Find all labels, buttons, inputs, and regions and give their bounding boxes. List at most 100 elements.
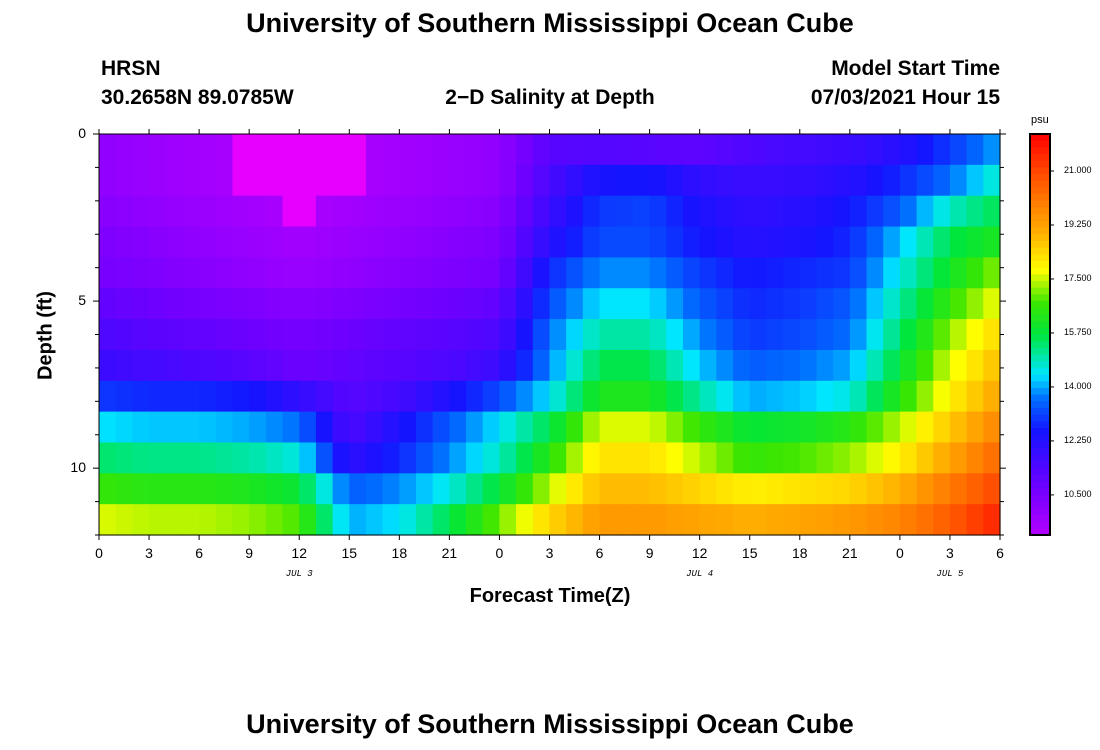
heatmap-cell — [282, 411, 300, 444]
heatmap-cell — [315, 411, 334, 444]
heatmap-cell — [432, 195, 450, 228]
heatmap-cell — [616, 226, 634, 258]
heatmap-cell — [115, 442, 133, 474]
heatmap-cell — [449, 411, 467, 444]
heatmap-cell — [799, 349, 818, 382]
heatmap-cell — [549, 226, 567, 258]
heatmap-cell — [899, 473, 918, 505]
heatmap-cell — [816, 319, 834, 351]
heatmap-cell — [799, 319, 818, 351]
heatmap-cell — [382, 134, 400, 166]
heatmap-cell — [816, 134, 834, 166]
heatmap-cell — [232, 226, 250, 258]
heatmap-cell — [983, 319, 1001, 351]
heatmap-cell — [199, 349, 217, 382]
heatmap-cell — [315, 319, 334, 351]
heatmap-cell — [666, 473, 684, 505]
heatmap-cell — [349, 380, 367, 413]
heatmap-cell — [916, 319, 934, 351]
heatmap-cell — [599, 380, 617, 413]
heatmap-cell — [866, 195, 884, 228]
heatmap-cell — [649, 349, 667, 382]
heatmap-cell — [816, 226, 834, 258]
heatmap-cell — [365, 349, 384, 382]
heatmap-cell — [449, 134, 467, 166]
heatmap-cell — [482, 504, 501, 536]
heatmap-cell — [799, 164, 818, 197]
heatmap-cell — [299, 380, 317, 413]
heatmap-cell — [949, 473, 968, 505]
heatmap-cell — [349, 226, 367, 258]
heatmap-cell — [332, 319, 350, 351]
colorbar-tick-label: 12.250 — [1064, 434, 1092, 445]
heatmap-cell — [766, 164, 784, 197]
heatmap-cell — [449, 288, 467, 320]
colorbar-swatch — [1030, 488, 1050, 496]
heatmap-cell — [532, 411, 551, 444]
heatmap-cell — [232, 164, 250, 197]
heatmap-cell — [132, 380, 150, 413]
heatmap-cell — [582, 349, 601, 382]
heatmap-cell — [916, 226, 934, 258]
colorbar-swatch — [1030, 227, 1050, 235]
heatmap-cell — [199, 164, 217, 197]
heatmap-cell — [983, 349, 1001, 382]
heatmap-cell — [716, 473, 734, 505]
heatmap-cell — [299, 134, 317, 166]
heatmap-cell — [899, 380, 918, 413]
heatmap-cell — [549, 349, 567, 382]
heatmap-cell — [416, 257, 434, 289]
colorbar-swatch — [1030, 374, 1050, 382]
heatmap-cell — [215, 257, 234, 289]
heatmap-cell — [299, 349, 317, 382]
heatmap-cell — [482, 411, 501, 444]
x-tick-label: 0 — [495, 545, 504, 561]
heatmap-cell — [282, 473, 300, 505]
heatmap-cell — [99, 226, 117, 258]
heatmap-cell — [783, 380, 801, 413]
heatmap-cell — [666, 504, 684, 536]
heatmap-cell — [833, 442, 851, 474]
heatmap-cell — [165, 195, 184, 228]
heatmap-cell — [99, 380, 117, 413]
heatmap-cell — [682, 380, 701, 413]
heatmap-cell — [432, 380, 450, 413]
heatmap-cell — [365, 473, 384, 505]
heatmap-cell — [332, 226, 350, 258]
heatmap-cell — [449, 442, 467, 474]
heatmap-cell — [449, 473, 467, 505]
heatmap-cell — [849, 226, 868, 258]
heatmap-cell — [799, 380, 818, 413]
heatmap-cell — [916, 380, 934, 413]
heatmap-cell — [265, 134, 284, 166]
heatmap-cell — [582, 226, 601, 258]
heatmap-cell — [816, 288, 834, 320]
heatmap-cell — [482, 473, 501, 505]
heatmap-cell — [466, 380, 484, 413]
heatmap-cell — [349, 195, 367, 228]
heatmap-cell — [382, 473, 400, 505]
heatmap-cell — [682, 288, 701, 320]
heatmap-cell — [649, 195, 667, 228]
heatmap-cell — [716, 195, 734, 228]
heatmap-cell — [699, 349, 717, 382]
heatmap-cell — [199, 380, 217, 413]
heatmap-cell — [899, 411, 918, 444]
heatmap-cell — [783, 504, 801, 536]
heatmap-cell — [149, 195, 167, 228]
heatmap-cell — [783, 349, 801, 382]
heatmap-cell — [933, 380, 951, 413]
heatmap-cell — [215, 380, 234, 413]
heatmap-cell — [182, 288, 200, 320]
heatmap-cell — [532, 380, 551, 413]
heatmap-cell — [916, 411, 934, 444]
heatmap-cell — [833, 473, 851, 505]
heatmap-cell — [265, 319, 284, 351]
heatmap-cell — [282, 442, 300, 474]
colorbar-swatch — [1030, 454, 1050, 463]
heatmap-cell — [432, 319, 450, 351]
heatmap-cell — [983, 411, 1001, 444]
heatmap-cell — [449, 195, 467, 228]
heatmap-cell — [899, 257, 918, 289]
heatmap-cell — [249, 257, 267, 289]
